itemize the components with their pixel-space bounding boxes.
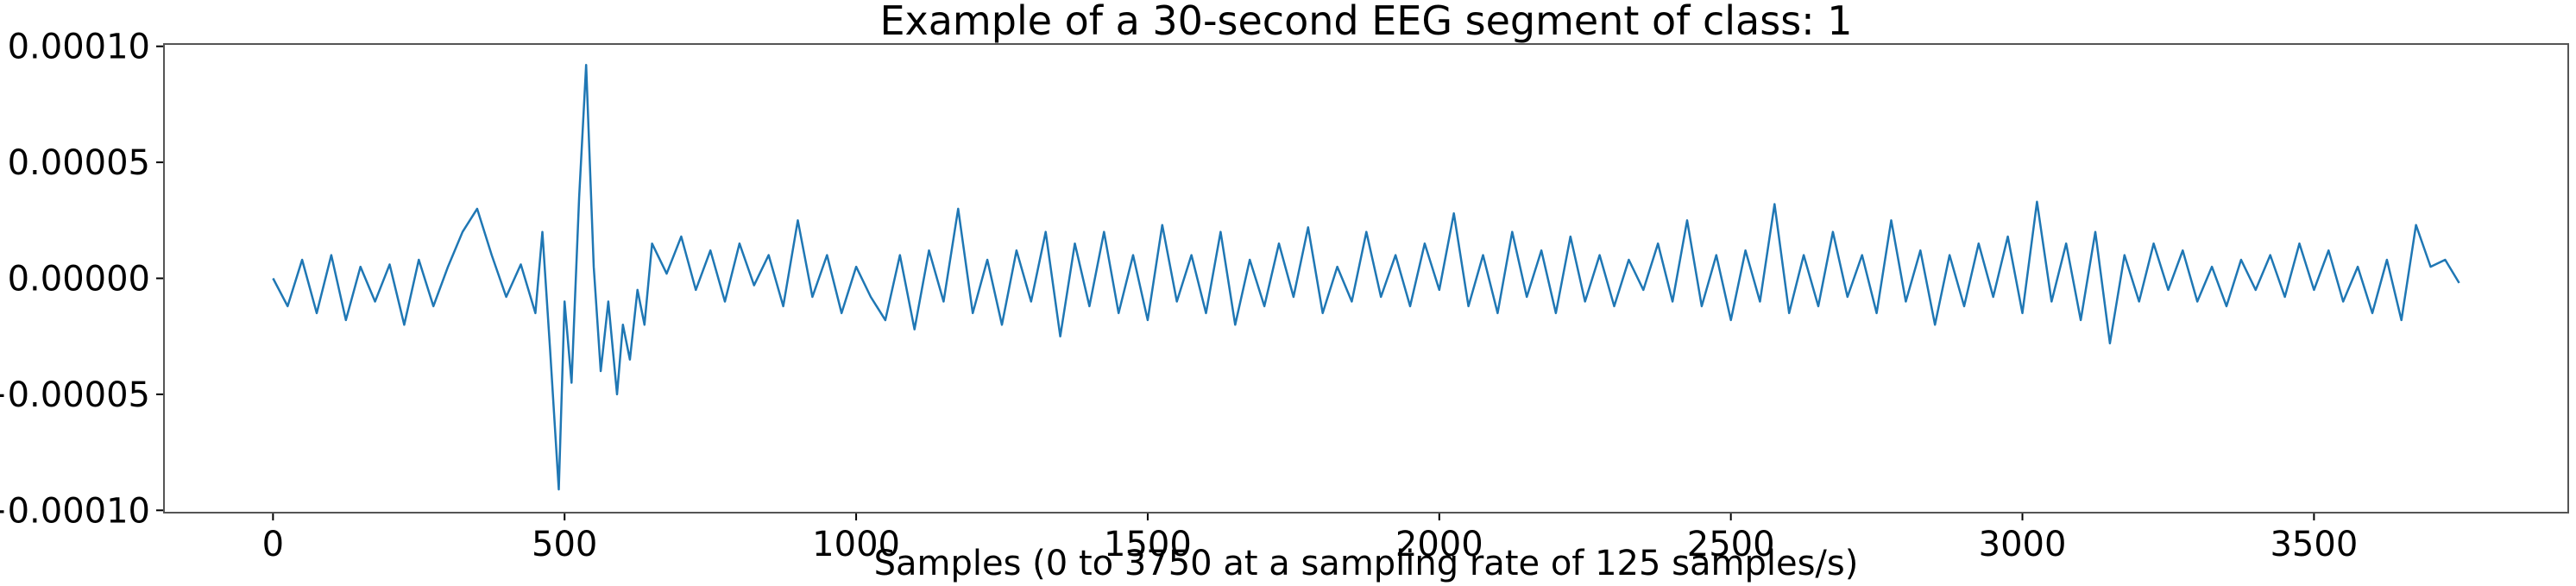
x-tick-label: 2000 (1395, 525, 1483, 564)
x-tick-label: 2500 (1687, 525, 1775, 564)
x-tick-label: 3000 (1979, 525, 2067, 564)
x-axis-label: Samples (0 to 3750 at a sampling rate of… (874, 544, 1859, 583)
x-tick-label: 1500 (1104, 525, 1192, 564)
y-tick-label: −0.00010 (0, 491, 150, 531)
x-tick-label: 3500 (2270, 525, 2358, 564)
x-tick-label: 500 (532, 525, 597, 564)
y-tick-label: 0.00005 (8, 143, 150, 183)
y-tick-label: 0.00010 (8, 28, 150, 67)
chart-title: Example of a 30-second EEG segment of cl… (879, 0, 1852, 44)
plot-frame (163, 43, 2569, 514)
x-tick-label: 0 (262, 525, 284, 564)
eeg-line (272, 63, 2460, 491)
y-tick-label: −0.00005 (0, 375, 150, 415)
x-tick-label: 1000 (812, 525, 900, 564)
y-tick-label: 0.00000 (8, 260, 150, 299)
